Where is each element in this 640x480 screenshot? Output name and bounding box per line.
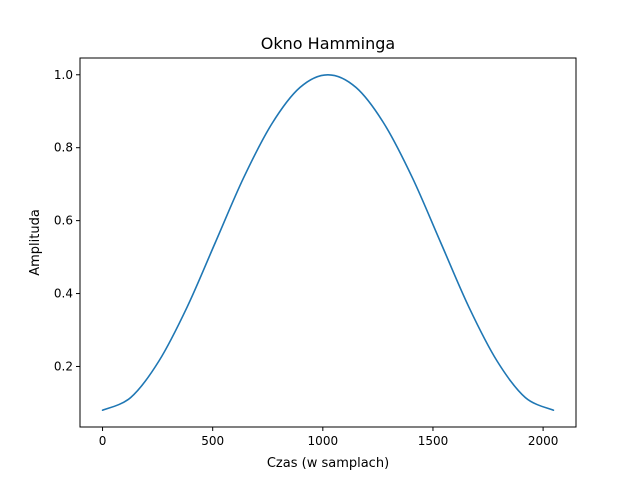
- x-axis-ticks: 0 500 1000 1500 2000: [99, 427, 559, 448]
- y-tick-label: 0.8: [54, 141, 73, 155]
- x-tick-label: 0: [99, 434, 107, 448]
- x-tick-label: 2000: [528, 434, 559, 448]
- series-layer: [101, 73, 555, 412]
- y-axis-label: Amplituda: [28, 209, 43, 276]
- y-axis-ticks: 0.2 0.4 0.6 0.8 1.0: [54, 68, 80, 373]
- x-axis-label: Czas (w samplach): [267, 456, 389, 471]
- chart-title: Okno Hamminga: [261, 34, 395, 53]
- series-line-0: [101, 73, 555, 412]
- y-tick-label: 1.0: [54, 68, 73, 82]
- y-tick-label: 0.6: [54, 214, 73, 228]
- x-tick-label: 1500: [418, 434, 449, 448]
- axes-frame: [79, 57, 577, 428]
- y-tick-label: 0.4: [54, 287, 73, 301]
- y-tick-label: 0.2: [54, 359, 73, 373]
- x-tick-label: 1000: [308, 434, 339, 448]
- x-tick-label: 500: [201, 434, 224, 448]
